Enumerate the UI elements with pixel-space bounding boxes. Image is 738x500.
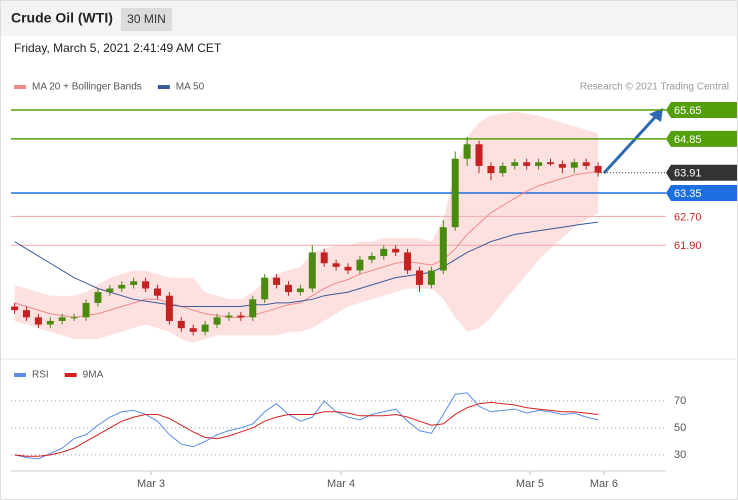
- y-tick-label: 70: [674, 395, 686, 407]
- candle-body: [201, 324, 209, 332]
- credit: Research © 2021 Trading Central: [580, 82, 729, 93]
- candle-body: [273, 277, 281, 285]
- candle-body: [582, 162, 590, 166]
- candle-body: [463, 144, 471, 159]
- candle-body: [177, 320, 185, 329]
- candle-body: [130, 281, 138, 285]
- legend-swatch: [14, 373, 26, 377]
- candle-body: [594, 165, 602, 173]
- legend-swatch: [64, 373, 77, 377]
- y-tick-label: 30: [674, 449, 686, 461]
- candle-body: [261, 277, 269, 300]
- x-tick-label: Mar 4: [327, 478, 355, 490]
- legend-label: MA 20 + Bollinger Bands: [32, 82, 142, 93]
- legend-label: 9MA: [83, 370, 104, 381]
- candle-body: [82, 302, 90, 318]
- candle-body: [415, 270, 423, 285]
- candle-body: [570, 162, 578, 168]
- datetime: Friday, March 5, 2021 2:41:49 AM CET: [14, 41, 222, 55]
- level-tag: [666, 102, 737, 119]
- candle-body: [165, 295, 173, 321]
- candle-body: [499, 165, 507, 174]
- candle-body: [308, 252, 316, 289]
- candle-body: [392, 248, 400, 253]
- timeframe[interactable]: 30 MIN: [127, 12, 166, 26]
- bollinger-band: [14, 111, 599, 343]
- x-tick-label: Mar 6: [590, 478, 618, 490]
- candle-body: [511, 162, 519, 166]
- candle-body: [535, 162, 543, 166]
- candle-body: [356, 259, 364, 271]
- instrument-title: Crude Oil (WTI): [11, 10, 113, 26]
- level-label: 61.90: [674, 240, 702, 252]
- candle-body: [213, 317, 221, 325]
- legend-swatch: [14, 85, 26, 89]
- candle-body: [237, 315, 245, 318]
- level-tag: [666, 130, 737, 147]
- candle-body: [106, 288, 114, 293]
- candle-body: [225, 315, 233, 318]
- series-line: [14, 392, 599, 460]
- candle-body: [332, 263, 340, 267]
- candle-body: [34, 317, 42, 325]
- candle-body: [153, 288, 161, 296]
- candle-body: [22, 310, 30, 318]
- level-label: 63.91: [674, 168, 702, 180]
- candle-body: [142, 281, 150, 289]
- candle-body: [70, 317, 78, 319]
- y-tick-label: 50: [674, 422, 686, 434]
- level-label: 64.85: [674, 134, 702, 146]
- arrow-head: [649, 108, 663, 122]
- legend-swatch: [157, 85, 170, 89]
- forecast-arrow: [602, 112, 660, 175]
- candle-body: [439, 227, 447, 271]
- level-tag: [666, 164, 737, 181]
- candle-body: [94, 292, 102, 303]
- legend-label: RSI: [32, 370, 49, 381]
- x-tick-label: Mar 3: [137, 478, 165, 490]
- candle-body: [558, 164, 566, 168]
- candle-body: [249, 299, 257, 318]
- candle-body: [487, 165, 495, 174]
- candle-body: [58, 317, 66, 321]
- candle-body: [404, 252, 412, 271]
- level-label: 63.35: [674, 188, 702, 200]
- candle-body: [296, 288, 304, 293]
- candle-body: [189, 328, 197, 332]
- candle-body: [368, 256, 376, 260]
- candle-body: [475, 144, 483, 166]
- series-line: [14, 221, 599, 308]
- series-line: [14, 401, 599, 457]
- candle-body: [451, 158, 459, 228]
- series-line: [14, 170, 599, 318]
- candle-body: [284, 284, 292, 293]
- candle-body: [46, 320, 54, 325]
- candle-body: [320, 252, 328, 264]
- candle-body: [11, 306, 19, 311]
- candle-body: [546, 162, 554, 165]
- level-tag: [666, 184, 737, 201]
- legend-label: MA 50: [176, 82, 205, 93]
- level-label: 62.70: [674, 211, 702, 223]
- candle-body: [427, 270, 435, 285]
- candle-body: [118, 284, 126, 289]
- x-tick-label: Mar 5: [516, 478, 544, 490]
- candle-body: [523, 162, 531, 166]
- candle-body: [380, 248, 388, 257]
- timeframe-badge[interactable]: [121, 8, 172, 31]
- candle-body: [344, 266, 352, 271]
- level-label: 65.65: [674, 105, 702, 117]
